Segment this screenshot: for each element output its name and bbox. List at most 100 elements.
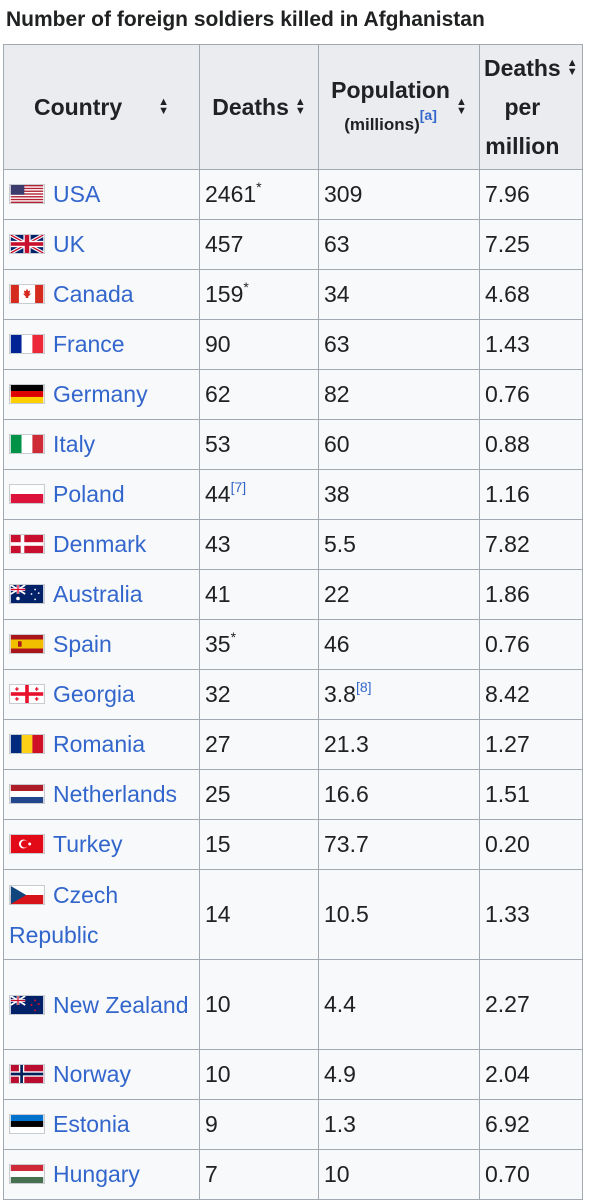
australia-flag-icon <box>9 584 45 604</box>
country-link[interactable]: Georgia <box>53 681 135 707</box>
czech-flag-icon <box>9 884 45 905</box>
header-deaths[interactable]: Deaths ▲ ▼ <box>199 44 319 170</box>
country-link[interactable]: UK <box>53 231 85 257</box>
cell-deaths-per-million: 2.04 <box>479 1049 583 1100</box>
table-row: Turkey 15 73.7 0.20 <box>3 819 583 870</box>
deaths-value: 41 <box>205 581 231 607</box>
country-link[interactable]: Poland <box>53 481 125 507</box>
dpm-value: 2.27 <box>485 991 530 1017</box>
dpm-value: 1.43 <box>485 331 530 357</box>
deaths-note[interactable]: [7] <box>230 479 247 495</box>
sort-icon[interactable]: ▲ ▼ <box>294 96 306 117</box>
header-deaths-label: Deaths <box>212 93 289 120</box>
cell-deaths: 457 <box>199 219 319 270</box>
dpm-value: 7.82 <box>485 531 530 557</box>
country-link[interactable]: Spain <box>53 631 112 657</box>
country-link[interactable]: France <box>53 331 125 357</box>
cell-population: 4.9 <box>318 1049 480 1100</box>
table-row: Spain 35* 46 0.76 <box>3 619 583 670</box>
cell-country: Romania <box>3 719 200 770</box>
header-deaths-per-million[interactable]: Deaths per million ▲ ▼ <box>479 44 583 170</box>
cell-deaths: 44[7] <box>199 469 319 520</box>
country-link[interactable]: Denmark <box>53 531 147 557</box>
country-link[interactable]: Italy <box>53 431 96 457</box>
header-population-label: Population <box>331 76 450 103</box>
dpm-value: 0.88 <box>485 431 530 457</box>
romania-flag-icon <box>9 734 45 754</box>
country-link[interactable]: Germany <box>53 381 148 407</box>
country-link[interactable]: USA <box>53 181 101 207</box>
population-value: 73.7 <box>324 831 369 857</box>
cell-population: 73.7 <box>318 819 480 870</box>
cell-deaths: 10 <box>199 959 319 1050</box>
cell-country: Poland <box>3 469 200 520</box>
cell-population: 10.5 <box>318 869 480 960</box>
dpm-value: 0.70 <box>485 1161 530 1187</box>
deaths-value: 53 <box>205 431 231 457</box>
header-population[interactable]: Population (millions)[a] ▲ ▼ <box>318 44 480 170</box>
sort-icon[interactable]: ▲ ▼ <box>566 57 578 78</box>
country-link[interactable]: Norway <box>53 1061 131 1087</box>
country-link[interactable]: Australia <box>53 581 143 607</box>
deaths-note: * <box>230 629 237 645</box>
dpm-value: 8.42 <box>485 681 530 707</box>
dpm-value: 1.27 <box>485 731 530 757</box>
table-row: Poland 44[7] 38 1.16 <box>3 469 583 520</box>
dpm-value: 2.04 <box>485 1061 530 1087</box>
cell-country: Turkey <box>3 819 200 870</box>
country-link[interactable]: Turkey <box>53 831 123 857</box>
population-value: 82 <box>324 381 350 407</box>
hungary-flag-icon <box>9 1164 45 1184</box>
sort-icon[interactable]: ▲ ▼ <box>455 96 467 117</box>
cell-deaths-per-million: 0.88 <box>479 419 583 470</box>
new-zealand-flag-icon <box>9 994 45 1015</box>
header-country[interactable]: Country ▲ ▼ <box>3 44 200 170</box>
country-link[interactable]: Canada <box>53 281 134 307</box>
cell-population: 63 <box>318 319 480 370</box>
deaths-value: 10 <box>205 991 231 1017</box>
population-value: 22 <box>324 581 350 607</box>
cell-deaths-per-million: 1.43 <box>479 319 583 370</box>
cell-deaths-per-million: 0.70 <box>479 1149 583 1200</box>
population-value: 38 <box>324 481 350 507</box>
cell-population: 5.5 <box>318 519 480 570</box>
cell-country: Denmark <box>3 519 200 570</box>
deaths-value: 25 <box>205 781 231 807</box>
cell-deaths-per-million: 0.76 <box>479 619 583 670</box>
cell-deaths: 10 <box>199 1049 319 1100</box>
sort-icon[interactable]: ▲ ▼ <box>158 96 170 117</box>
population-ref-link[interactable]: [a] <box>419 106 437 123</box>
us-flag-icon <box>9 184 45 204</box>
table-row: Estonia 9 1.3 6.92 <box>3 1099 583 1150</box>
population-value: 10 <box>324 1161 350 1187</box>
table-row: Australia 41 22 1.86 <box>3 569 583 620</box>
country-link[interactable]: Netherlands <box>53 781 178 807</box>
population-note[interactable]: [8] <box>355 679 372 695</box>
country-link[interactable]: Romania <box>53 731 146 757</box>
uk-flag-icon <box>9 234 45 254</box>
country-link[interactable]: Estonia <box>53 1111 130 1137</box>
cell-country: France <box>3 319 200 370</box>
denmark-flag-icon <box>9 534 45 554</box>
dpm-value: 0.76 <box>485 631 530 657</box>
cell-country: Hungary <box>3 1149 200 1200</box>
cell-deaths-per-million: 2.27 <box>479 959 583 1050</box>
cell-deaths: 41 <box>199 569 319 620</box>
country-link[interactable]: New Zealand <box>53 991 189 1018</box>
cell-deaths-per-million: 7.25 <box>479 219 583 270</box>
dpm-value: 1.33 <box>485 901 530 927</box>
cell-deaths: 25 <box>199 769 319 820</box>
dpm-value: 4.68 <box>485 281 530 307</box>
country-link[interactable]: Czech Republic <box>9 881 119 948</box>
cell-country: Canada <box>3 269 200 320</box>
cell-deaths: 2461* <box>199 169 319 220</box>
cell-country: Estonia <box>3 1099 200 1150</box>
deaths-value: 457 <box>205 231 244 257</box>
table-row: Georgia 32 3.8[8] 8.42 <box>3 669 583 720</box>
dpm-value: 7.96 <box>485 181 530 207</box>
country-link[interactable]: Hungary <box>53 1161 140 1187</box>
population-value: 3.8 <box>324 681 356 707</box>
cell-population: 34 <box>318 269 480 320</box>
table-row: Denmark 43 5.5 7.82 <box>3 519 583 570</box>
population-value: 309 <box>324 181 363 207</box>
